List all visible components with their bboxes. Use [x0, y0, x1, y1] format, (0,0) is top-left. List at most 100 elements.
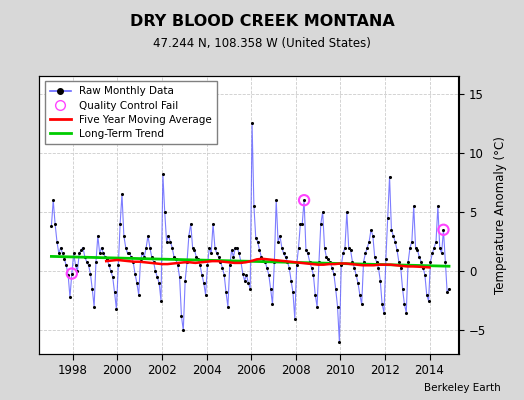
Point: [142, 244, 150, 251]
Point: [222, 289, 230, 296]
Point: [389, 232, 398, 239]
Point: [303, 250, 312, 257]
Point: [361, 250, 369, 257]
Point: [164, 232, 172, 239]
Point: [207, 250, 215, 257]
Point: [233, 244, 242, 251]
Point: [183, 258, 191, 265]
Point: [359, 258, 368, 265]
Point: [438, 250, 446, 257]
Point: [422, 292, 431, 298]
Point: [238, 270, 247, 277]
Point: [435, 244, 444, 251]
Point: [279, 250, 288, 257]
Legend: Raw Monthly Data, Quality Control Fail, Five Year Moving Average, Long-Term Tren: Raw Monthly Data, Quality Control Fail, …: [45, 81, 217, 144]
Text: DRY BLOOD CREEK MONTANA: DRY BLOOD CREEK MONTANA: [129, 14, 395, 29]
Point: [270, 258, 279, 265]
Point: [402, 309, 410, 316]
Point: [424, 298, 433, 304]
Point: [136, 256, 145, 262]
Point: [194, 256, 202, 262]
Point: [129, 258, 137, 265]
Point: [354, 280, 362, 286]
Point: [376, 278, 385, 284]
Point: [103, 256, 111, 262]
Point: [244, 280, 253, 286]
Point: [68, 270, 76, 277]
Point: [445, 286, 453, 292]
Point: [278, 244, 286, 251]
Point: [101, 254, 110, 260]
Point: [378, 301, 386, 308]
Point: [309, 272, 318, 278]
Point: [315, 258, 323, 265]
Point: [335, 339, 344, 345]
Point: [272, 197, 280, 204]
Point: [213, 250, 221, 257]
Point: [84, 262, 93, 268]
Point: [216, 258, 225, 265]
Point: [326, 258, 334, 265]
Point: [220, 272, 228, 278]
Point: [255, 247, 264, 253]
Point: [432, 238, 440, 245]
Point: [319, 209, 327, 215]
Point: [393, 247, 401, 253]
Point: [66, 294, 74, 300]
Point: [411, 244, 420, 251]
Point: [170, 254, 178, 260]
Point: [231, 244, 239, 251]
Point: [138, 250, 147, 257]
Point: [162, 238, 171, 245]
Point: [176, 274, 184, 280]
Point: [252, 235, 260, 241]
Point: [320, 244, 329, 251]
Point: [415, 254, 423, 260]
Point: [413, 247, 422, 253]
Y-axis label: Temperature Anomaly (°C): Temperature Anomaly (°C): [495, 136, 508, 294]
Point: [265, 272, 273, 278]
Point: [410, 203, 418, 209]
Point: [426, 258, 434, 265]
Point: [300, 197, 308, 204]
Point: [261, 258, 269, 265]
Point: [235, 250, 243, 257]
Point: [350, 264, 358, 271]
Point: [151, 268, 160, 274]
Point: [198, 272, 206, 278]
Point: [363, 244, 372, 251]
Point: [441, 258, 450, 265]
Point: [75, 250, 83, 257]
Point: [266, 286, 275, 292]
Point: [305, 258, 314, 265]
Point: [346, 247, 355, 253]
Point: [404, 258, 412, 265]
Point: [283, 258, 291, 265]
Point: [225, 262, 234, 268]
Point: [209, 221, 217, 227]
Point: [79, 244, 87, 251]
Point: [365, 238, 373, 245]
Point: [369, 232, 377, 239]
Point: [68, 270, 76, 277]
Point: [344, 244, 353, 251]
Point: [47, 223, 56, 230]
Point: [105, 262, 113, 268]
Point: [322, 254, 331, 260]
Text: Berkeley Earth: Berkeley Earth: [424, 383, 500, 393]
Point: [157, 298, 165, 304]
Point: [337, 262, 345, 268]
Point: [140, 254, 148, 260]
Point: [146, 244, 154, 251]
Point: [343, 209, 351, 215]
Point: [311, 292, 320, 298]
Point: [94, 232, 102, 239]
Point: [406, 244, 414, 251]
Point: [58, 250, 67, 257]
Point: [439, 226, 447, 233]
Point: [237, 258, 245, 265]
Point: [289, 289, 297, 296]
Point: [387, 226, 396, 233]
Point: [316, 221, 325, 227]
Point: [250, 203, 258, 209]
